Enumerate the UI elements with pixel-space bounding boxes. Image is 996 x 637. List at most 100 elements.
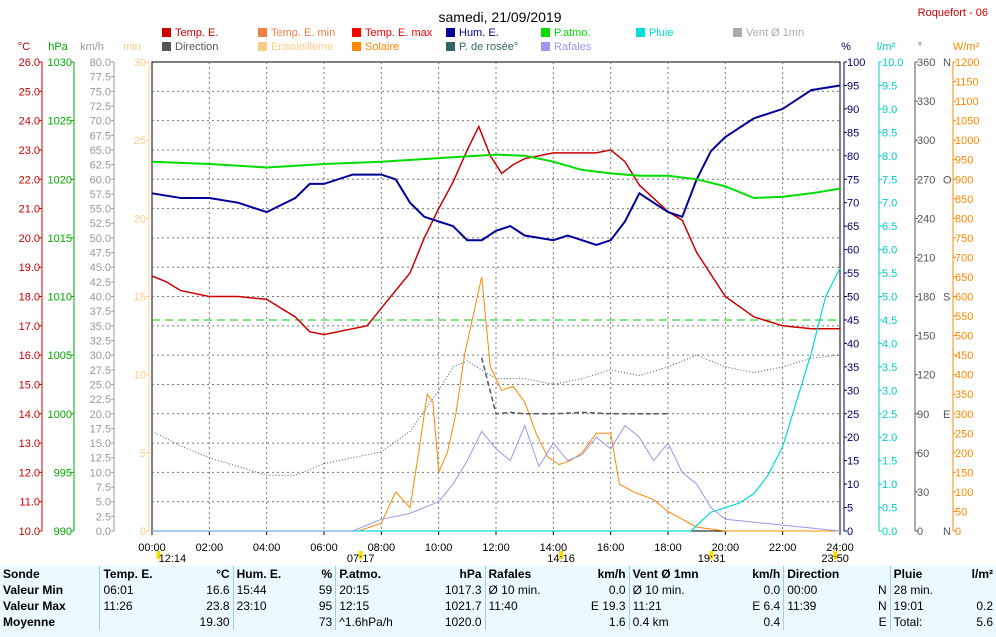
- axis-tick-label-rain: 6.0: [882, 245, 897, 257]
- axis-tick-label-hum: 75: [847, 174, 859, 186]
- summary-cell: 15:44: [232, 582, 307, 598]
- axis-tick-label-solar: 550: [955, 311, 973, 323]
- axis-tick-label-dir: 360: [917, 57, 935, 69]
- legend-label: Direction: [175, 41, 218, 53]
- legend-swatch: [352, 42, 361, 51]
- summary-cell: Valeur Max: [3, 599, 66, 613]
- summary-cell: E: [878, 615, 887, 629]
- axis-tick-label-hum: 45: [847, 315, 859, 327]
- axis-tick-label-wind: 52.5: [90, 218, 111, 230]
- summary-header-cell: Pluie: [889, 566, 957, 582]
- summary-cell: 06:01: [99, 582, 181, 598]
- x-tick-label: 18:00: [654, 542, 682, 554]
- summary-cell: Total:: [889, 614, 957, 630]
- summary-cell: Ø 10 min.: [628, 582, 734, 598]
- summary-cell: 11:26: [99, 598, 181, 614]
- axis-tick-label-rain: 10.0: [882, 57, 903, 69]
- axis-tick-label-solar: 800: [955, 213, 973, 225]
- x-tick-label: 04:00: [253, 542, 281, 554]
- summary-cell: 23:10: [232, 598, 307, 614]
- axis-tick-label-rain: 0.0: [882, 526, 897, 538]
- x-tick-label: 08:00: [368, 542, 396, 554]
- axis-unit-hum: %: [841, 41, 851, 53]
- time-marker-label: 23:50: [821, 553, 849, 565]
- x-tick-label: 06:00: [310, 542, 338, 554]
- axis-tick-label-press: 1020: [48, 174, 72, 186]
- axis-tick-label-solar: 1100: [955, 96, 979, 108]
- time-marker: [833, 551, 838, 559]
- legend-swatch: [446, 42, 455, 51]
- axis-tick-label-wind: 10.0: [90, 467, 111, 479]
- axis-tick-label-solar: 200: [955, 448, 973, 460]
- time-marker: [156, 551, 161, 559]
- axis-tick-label-hum: 35: [847, 362, 859, 374]
- summary-cell: 19:01: [889, 598, 957, 614]
- axis-tick-label-hum: 50: [847, 292, 859, 304]
- time-marker-label: 14:16: [547, 553, 575, 565]
- axis-tick-label-wind: 35.0: [90, 321, 111, 333]
- axis-tick-label-hum: 85: [847, 127, 859, 139]
- axis-tick-label-sun: 20: [134, 213, 146, 225]
- summary-cell: Ø 10 min.: [484, 582, 570, 598]
- axis-tick-label-rain: 0.5: [882, 503, 897, 515]
- summary-header-cell: Rafales: [484, 566, 570, 582]
- axis-tick-label-wind: 70.0: [90, 116, 111, 128]
- summary-row: Valeur Min 06:01 16.6 15:44 59 20:15 1017.3 Ø 1…: [0, 582, 996, 598]
- summary-cell: 1021.7: [444, 599, 482, 613]
- summary-cell: 0.4: [763, 615, 781, 629]
- x-tick-label: 24:00: [826, 542, 854, 554]
- axis-tick-label-wind: 30.0: [90, 350, 111, 362]
- legend-swatch: [162, 28, 171, 37]
- axis-tick-label-solar: 350: [955, 389, 973, 401]
- summary-header-cell: Direction: [783, 566, 869, 582]
- direction-label: S: [943, 292, 950, 304]
- axis-tick-label-press: 995: [54, 467, 72, 479]
- summary-cell: 00:00: [783, 582, 869, 598]
- summary-header-cell: Sonde: [3, 567, 40, 581]
- axis-tick-label-wind: 75.0: [90, 86, 111, 98]
- axis-tick-label-temp: 24.0: [19, 116, 40, 128]
- x-tick-label: 16:00: [597, 542, 625, 554]
- summary-header-cell: l/m²: [971, 567, 993, 581]
- axis-tick-label-wind: 65.0: [90, 145, 111, 157]
- legend-swatch: [258, 42, 267, 51]
- axis-tick-label-solar: 50: [955, 506, 967, 518]
- summary-cell: N: [877, 599, 887, 613]
- axis-tick-label-press: 1010: [48, 292, 72, 304]
- axis-tick-label-wind: 15.0: [90, 438, 111, 450]
- axis-tick-label-rain: 3.5: [882, 362, 897, 374]
- summary-cell: Moyenne: [3, 615, 56, 629]
- axis-tick-label-solar: 850: [955, 194, 973, 206]
- series-line-rafales: [152, 424, 841, 532]
- summary-cell: 1.6: [608, 615, 626, 629]
- axis-tick-label-hum: 70: [847, 198, 859, 210]
- legend-label: Pluie: [649, 27, 673, 39]
- summary-cell: [956, 582, 996, 598]
- summary-header-cell: [868, 566, 890, 582]
- axis-tick-label-press: 1015: [48, 233, 72, 245]
- axis-tick-label-solar: 600: [955, 292, 973, 304]
- axis-tick-label-rain: 2.0: [882, 432, 897, 444]
- legend-label: Solaire: [365, 41, 399, 53]
- axis-tick-label-wind: 57.5: [90, 189, 111, 201]
- axis-tick-label-temp: 17.0: [19, 321, 40, 333]
- axis-tick-label-hum: 30: [847, 385, 859, 397]
- axis-tick-label-rain: 7.0: [882, 198, 897, 210]
- legend-label: Ensoleilleme: [271, 41, 333, 53]
- summary-header-cell: %: [321, 567, 333, 581]
- axis-tick-label-temp: 22.0: [19, 174, 40, 186]
- axis-tick-label-sun: 5: [140, 448, 146, 460]
- axis-tick-label-wind: 62.5: [90, 160, 111, 172]
- series-line-solaire: [152, 276, 840, 532]
- axis-tick-label-temp: 25.0: [19, 86, 40, 98]
- summary-header-cell: °C: [216, 567, 230, 581]
- summary-cell: Valeur Min: [3, 583, 64, 597]
- direction-label: N: [943, 526, 951, 538]
- legend-label: Temp. E. min: [271, 27, 335, 39]
- summary-header-cell: Vent Ø 1mn: [628, 566, 734, 582]
- axis-tick-label-wind: 0.0: [96, 526, 111, 538]
- axis-tick-label-sun: 0: [140, 526, 146, 538]
- summary-cell: 11:39: [783, 598, 869, 614]
- summary-cell: 73: [318, 615, 333, 629]
